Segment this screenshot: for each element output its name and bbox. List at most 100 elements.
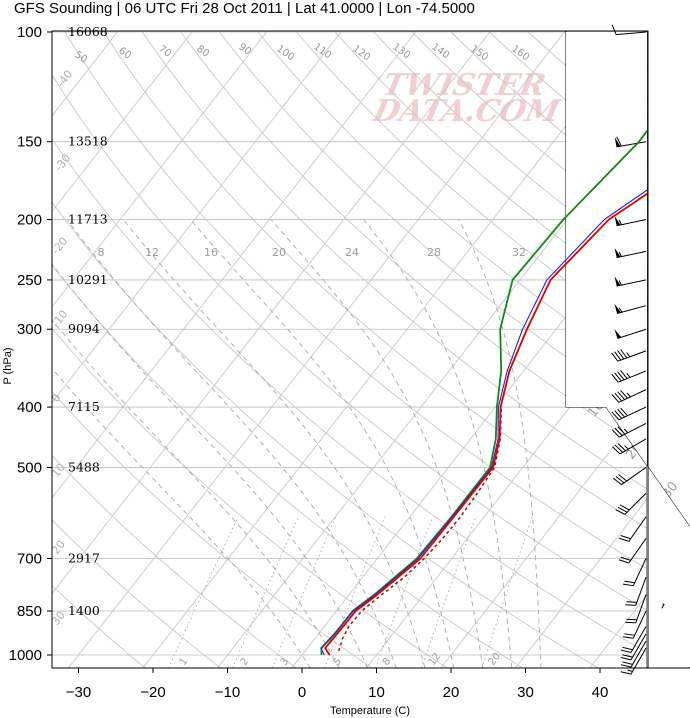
barb-full (617, 391, 625, 400)
barb-staff (635, 576, 647, 606)
dry-adiabat-line (64, 31, 648, 571)
pressure-tick-label: 850 (17, 603, 42, 620)
isotherm-line (52, 31, 194, 213)
plot-frame (51, 30, 649, 669)
mixing-ratio-label: 5 (332, 656, 345, 668)
isotherm-line (52, 31, 343, 404)
hodograph-trace (661, 603, 665, 609)
barb-full (620, 656, 632, 661)
wind-barb (611, 24, 647, 36)
barb-full (618, 537, 629, 542)
temperature-tick-label: −20 (140, 684, 165, 701)
height-label: 13518 (68, 134, 108, 149)
virtual-temperature-line (320, 188, 648, 656)
pressure-tick-label: 500 (17, 459, 42, 476)
barb-staff (628, 538, 647, 564)
barb-staff (632, 610, 647, 639)
barb-full (625, 621, 636, 624)
barb-flag (614, 137, 621, 147)
moist-adiabat-line (52, 263, 369, 668)
wind-barb (614, 328, 647, 339)
barb-full (620, 556, 631, 561)
dry-adiabat-line (52, 519, 222, 668)
barb-staff (621, 467, 647, 486)
dry-adiabat-line (141, 31, 648, 490)
barb-staff (624, 492, 647, 515)
barb-half (626, 352, 631, 358)
wetbulb-label: 24 (345, 246, 359, 259)
wetbulb-label: 16 (204, 246, 218, 259)
barb-full (617, 350, 625, 360)
barb-full (612, 477, 622, 486)
moist-adiabat-line (270, 219, 484, 668)
barb-flag (614, 215, 621, 226)
wind-barb (611, 349, 647, 362)
barb-full (614, 444, 624, 453)
moist-adiabat-line (363, 219, 513, 668)
mixing-ratio-line (167, 516, 239, 668)
barb-staff (635, 594, 647, 623)
barb-staff (632, 558, 647, 586)
barb-full (620, 349, 628, 359)
barb-full (616, 136, 622, 147)
wetbulb-label: 32 (512, 246, 526, 259)
barb-full (622, 646, 633, 651)
mixing-ratio-label: 3 (279, 656, 292, 668)
wind-panel (565, 24, 690, 675)
barb-full (620, 390, 628, 399)
wind-barb (620, 647, 647, 675)
barb-half (618, 307, 623, 313)
wind-barb (625, 594, 647, 624)
wind-barb (611, 423, 647, 438)
barb-full (611, 352, 619, 362)
barb-full (622, 583, 634, 587)
barb-staff (616, 31, 647, 36)
height-label: 5488 (68, 459, 100, 474)
x-axis-label: Temperature (C) (330, 705, 410, 717)
wind-barb (614, 215, 647, 227)
barb-full (620, 671, 632, 675)
height-label: 2917 (68, 550, 100, 565)
height-label: 7115 (68, 399, 100, 414)
barb-full (615, 509, 626, 515)
dry-adiabat-line (257, 31, 648, 377)
wind-barb (611, 406, 647, 421)
barb-full (614, 427, 623, 436)
barb-full (611, 394, 620, 403)
barb-staff (628, 516, 647, 542)
moist-adiabat-line (52, 319, 340, 668)
dry-adiabat-line (52, 201, 599, 668)
chart-title: GFS Sounding | 06 UTC Fri 28 Oct 2011 | … (14, 0, 475, 17)
dry-adiabat-line (52, 327, 448, 668)
barb-full (614, 372, 622, 382)
barb-full (611, 411, 620, 421)
barb-flag (614, 276, 621, 287)
pressure-tick-label: 100 (17, 24, 42, 41)
barb-full (612, 446, 621, 455)
barb-full (619, 504, 630, 511)
mixing-ratio-label: 2 (239, 656, 252, 668)
barb-full (614, 392, 623, 402)
wind-barb (620, 640, 647, 668)
temperature-tick-label: 40 (592, 684, 609, 701)
barb-full (620, 534, 631, 540)
wetbulb-label: 28 (427, 246, 441, 259)
temperature-tick-label: 0 (298, 684, 306, 701)
barb-full (618, 559, 629, 564)
barb-staff (619, 438, 647, 455)
height-label: 10291 (68, 272, 108, 287)
barb-full (622, 654, 633, 658)
dry-adiabat-line (52, 454, 297, 668)
temperature-tick-label: −30 (66, 684, 91, 701)
isotherm-line (52, 31, 268, 308)
wind-barb (611, 389, 647, 403)
y-axis-label: P (hPa) (2, 347, 14, 384)
barb-staff (630, 640, 647, 668)
wind-barb (614, 136, 647, 148)
wind-barb (614, 303, 647, 314)
barb-half (627, 669, 633, 672)
barb-half (618, 251, 622, 257)
barb-full (611, 429, 620, 438)
barb-staff (617, 370, 647, 383)
barb-flag (614, 247, 621, 258)
